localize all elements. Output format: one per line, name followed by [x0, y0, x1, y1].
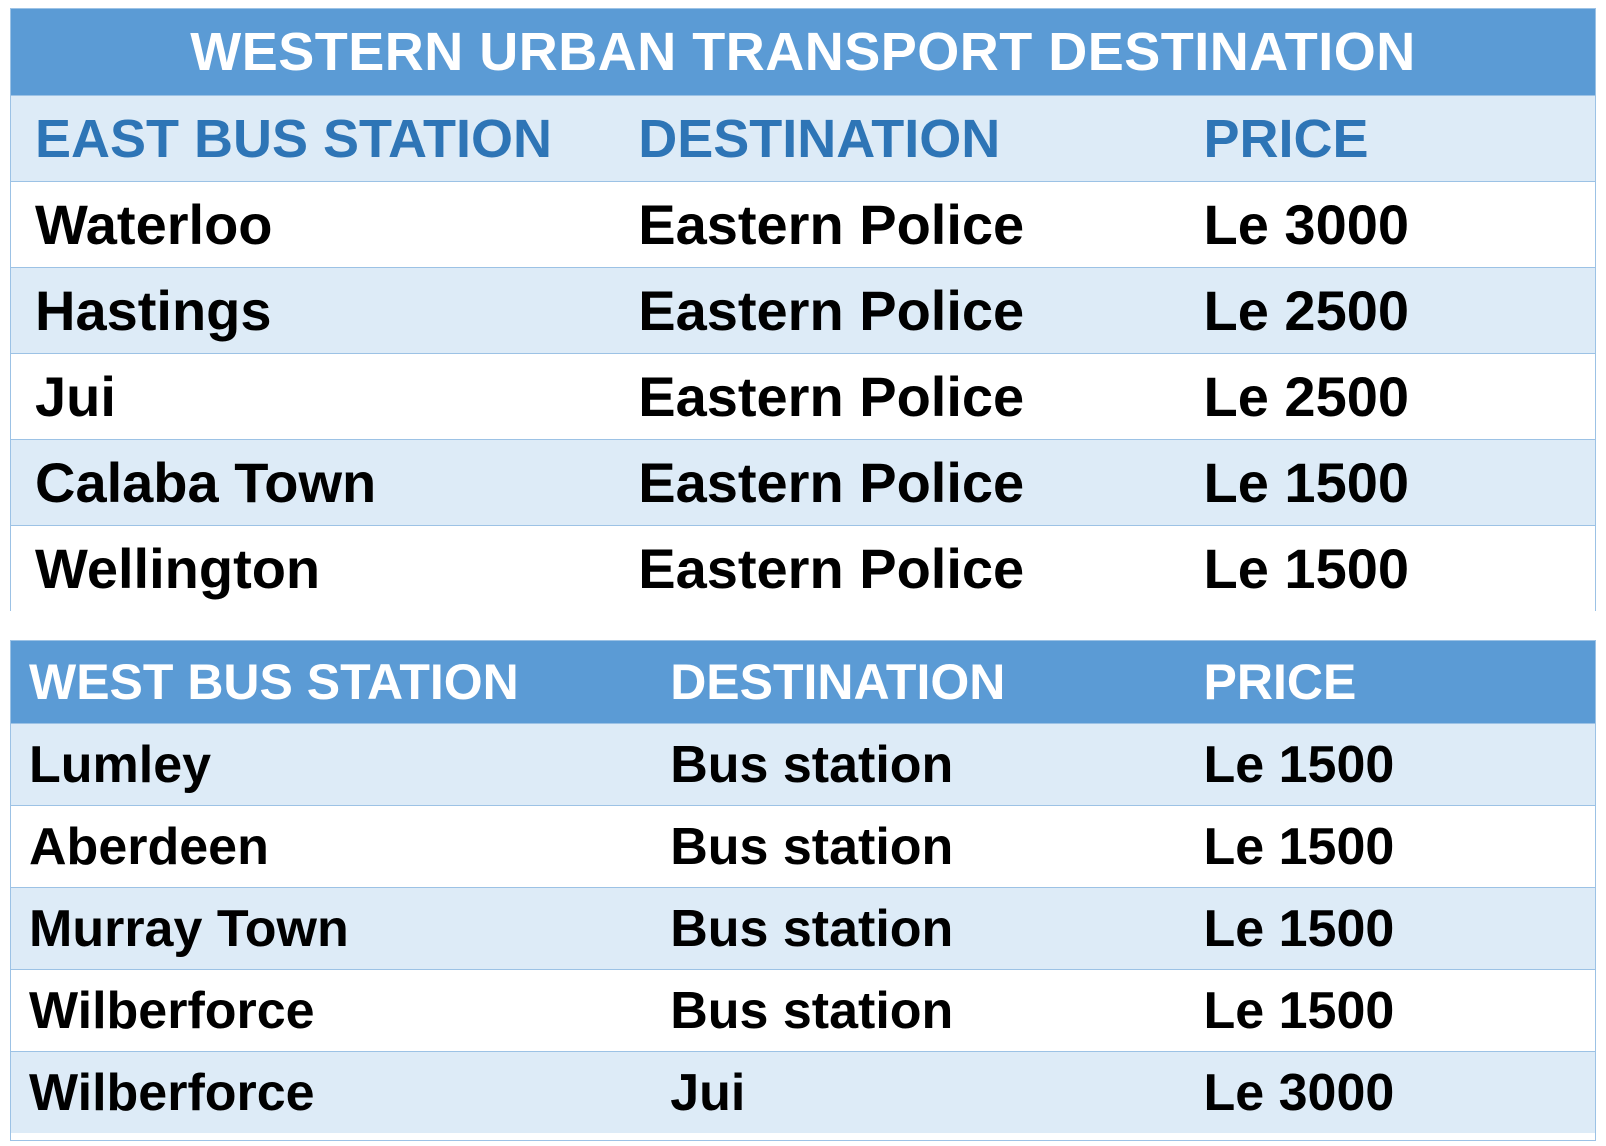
table-row: Wilberforce Jui Le 3000: [11, 1051, 1595, 1133]
west-bus-station-table: WEST BUS STATION DESTINATION PRICE Lumle…: [10, 640, 1596, 1141]
station-cell: Lumley: [29, 735, 212, 794]
price-cell: Le 3000: [1203, 1063, 1395, 1122]
table-row: Hastings Eastern Police Le 2500: [11, 267, 1595, 353]
table-row: Waterloo Eastern Police Le 3000: [11, 181, 1595, 267]
price-cell: Le 1500: [1203, 899, 1395, 958]
destination-cell: Bus station: [670, 981, 954, 1040]
station-cell: Aberdeen: [29, 817, 269, 876]
station-cell: Wilberforce: [29, 1063, 315, 1122]
price-cell: Le 2500: [1203, 279, 1410, 342]
table-row: Wilberforce Bus station Le 1500: [11, 969, 1595, 1051]
destination-cell: Eastern Police: [638, 279, 1025, 342]
table-row: Wellington Eastern Police Le 1500: [11, 525, 1595, 611]
destination-cell: Bus station: [670, 899, 954, 958]
station-cell: Hastings: [35, 279, 272, 342]
destination-cell: Jui: [670, 1063, 746, 1122]
destination-cell: Eastern Police: [638, 451, 1025, 514]
table-row: Jui Eastern Police Le 2500: [11, 353, 1595, 439]
column-header-destination: DESTINATION: [670, 654, 1006, 710]
destination-cell: Eastern Police: [638, 537, 1025, 600]
station-cell: Waterloo: [35, 193, 273, 256]
price-cell: Le 1500: [1203, 451, 1410, 514]
table-header-row: EAST BUS STATION DESTINATION PRICE: [11, 95, 1595, 181]
table-header-row: WEST BUS STATION DESTINATION PRICE: [11, 641, 1595, 723]
destination-cell: Bus station: [670, 735, 954, 794]
destination-cell: Bus station: [670, 817, 954, 876]
station-cell: Wellington: [35, 537, 321, 600]
table-row: Lumley Bus station Le 1500: [11, 723, 1595, 805]
column-header-destination: DESTINATION: [638, 108, 1001, 169]
station-cell: Calaba Town: [35, 451, 377, 514]
destination-cell: Eastern Police: [638, 365, 1025, 428]
station-cell: Wilberforce: [29, 981, 315, 1040]
price-cell: Le 2500: [1203, 365, 1410, 428]
east-bus-station-table: WESTERN URBAN TRANSPORT DESTINATION EAST…: [10, 8, 1596, 611]
table-title: WESTERN URBAN TRANSPORT DESTINATION: [11, 9, 1595, 95]
price-cell: Le 1500: [1203, 981, 1395, 1040]
destination-cell: Eastern Police: [638, 193, 1025, 256]
station-cell: Jui: [35, 365, 116, 428]
price-cell: Le 3000: [1203, 193, 1410, 256]
column-header-price: PRICE: [1203, 108, 1369, 169]
column-header-station: WEST BUS STATION: [29, 654, 519, 710]
table-row: Aberdeen Bus station Le 1500: [11, 805, 1595, 887]
table-row: Calaba Town Eastern Police Le 1500: [11, 439, 1595, 525]
price-cell: Le 1500: [1203, 537, 1410, 600]
table-row: Murray Town Bus station Le 1500: [11, 887, 1595, 969]
column-header-price: PRICE: [1203, 654, 1357, 710]
price-cell: Le 1500: [1203, 735, 1395, 794]
column-header-station: EAST BUS STATION: [35, 108, 553, 169]
price-cell: Le 1500: [1203, 817, 1395, 876]
station-cell: Murray Town: [29, 899, 349, 958]
